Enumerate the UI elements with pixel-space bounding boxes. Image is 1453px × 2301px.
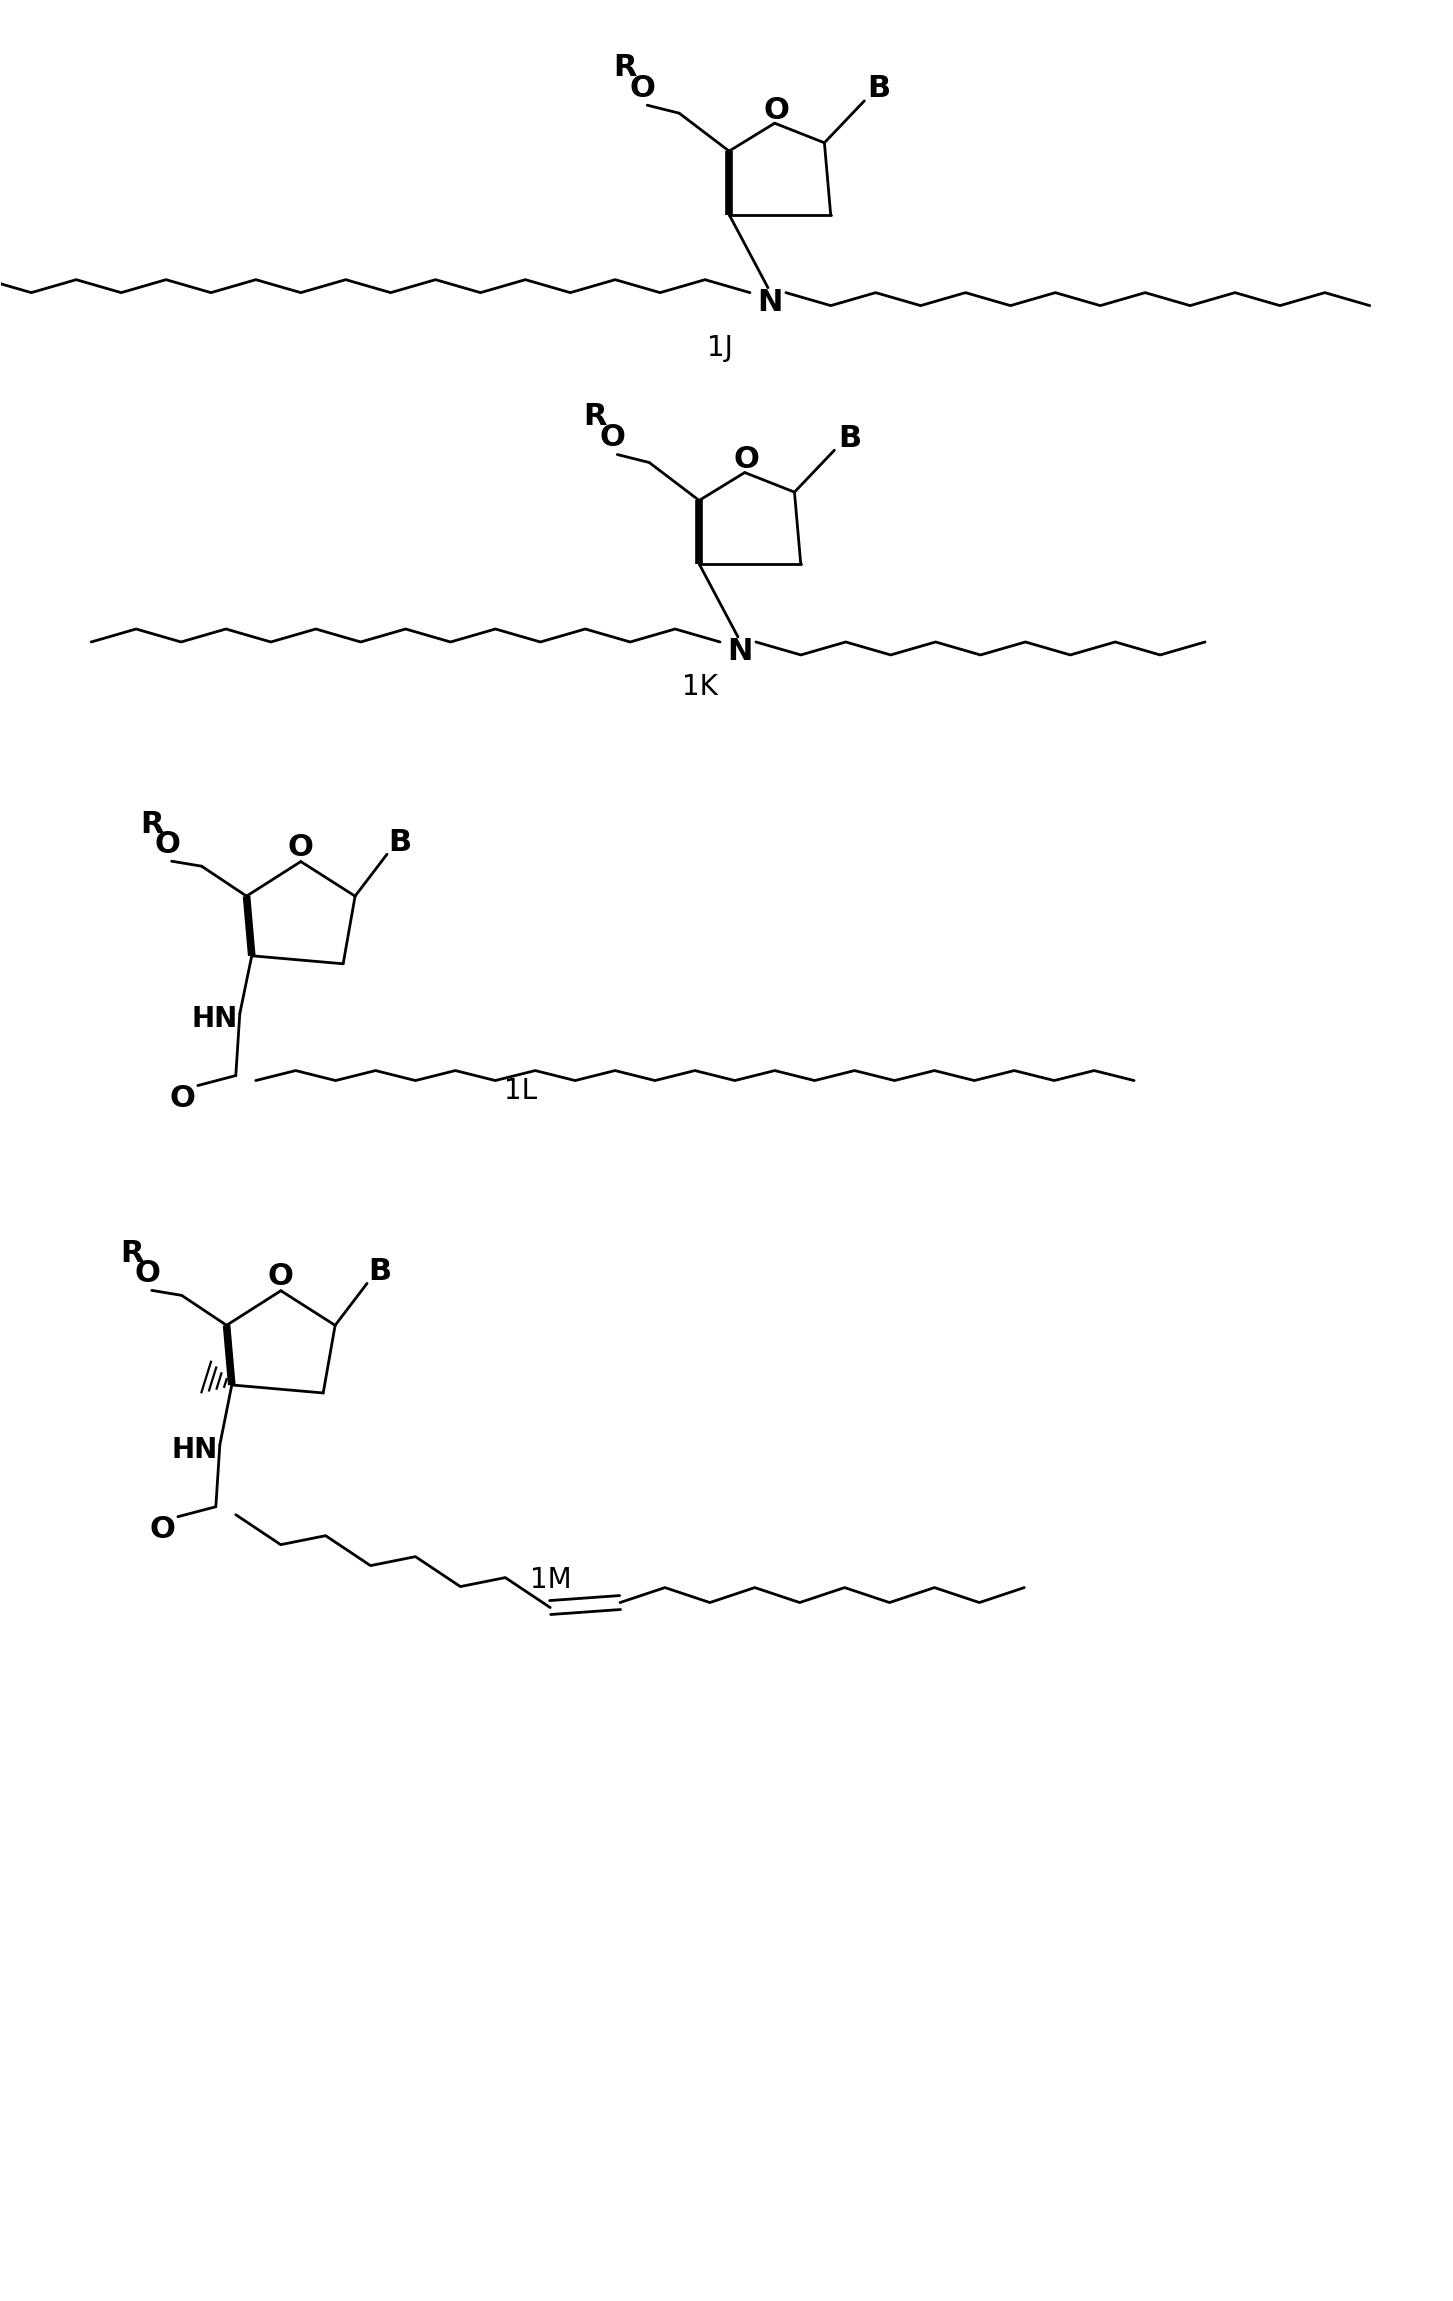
Text: 1K: 1K xyxy=(681,672,718,702)
Text: N: N xyxy=(728,637,753,667)
Text: O: O xyxy=(734,444,760,474)
Text: HN: HN xyxy=(171,1436,218,1463)
Text: O: O xyxy=(600,423,625,451)
Text: R: R xyxy=(121,1238,144,1268)
Text: O: O xyxy=(170,1084,196,1114)
Text: R: R xyxy=(584,403,607,430)
Text: B: B xyxy=(369,1256,392,1286)
Text: R: R xyxy=(139,810,164,840)
Text: O: O xyxy=(629,74,655,104)
Text: B: B xyxy=(838,423,862,453)
Text: O: O xyxy=(288,833,314,863)
Text: 1L: 1L xyxy=(504,1077,538,1104)
Text: N: N xyxy=(757,288,783,318)
Text: O: O xyxy=(150,1514,176,1544)
Text: O: O xyxy=(135,1259,161,1289)
Text: O: O xyxy=(155,831,180,858)
Text: HN: HN xyxy=(192,1006,238,1033)
Text: B: B xyxy=(867,74,891,104)
Text: B: B xyxy=(388,828,411,856)
Text: 1J: 1J xyxy=(708,334,732,361)
Text: R: R xyxy=(613,53,636,83)
Text: O: O xyxy=(267,1263,294,1291)
Text: 1M: 1M xyxy=(529,1567,571,1595)
Text: O: O xyxy=(764,97,789,124)
